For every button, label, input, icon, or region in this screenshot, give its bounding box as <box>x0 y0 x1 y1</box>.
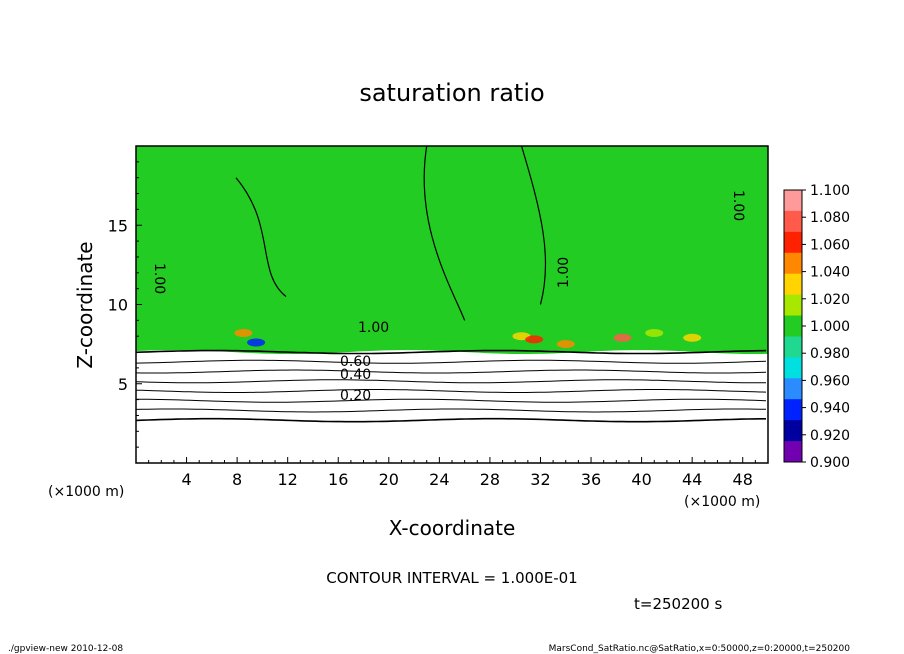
colorbar-swatch <box>784 315 802 337</box>
contour-line <box>235 177 287 298</box>
colorbar-swatch <box>784 294 802 317</box>
saturation-field <box>136 146 768 354</box>
colorbar-label: 0.960 <box>810 373 850 389</box>
contour-line <box>135 349 767 355</box>
colorbar-swatch <box>784 357 802 379</box>
x-axis-unit-left: (×1000 m) <box>48 484 124 500</box>
contour-line <box>520 145 547 305</box>
contour-label-1.00-a: 1.00 <box>151 263 167 294</box>
contour-label-0.20: 0.20 <box>340 388 371 404</box>
x-tick-label: 8 <box>232 470 242 489</box>
field-feature <box>683 333 702 342</box>
contour-line <box>135 369 767 374</box>
plot-area: 1.00 1.00 1.00 1.00 0.60 0.40 0.20 <box>135 145 769 464</box>
contour-line <box>135 417 766 423</box>
x-tick-label: 48 <box>733 470 753 489</box>
saturation-fill-region <box>136 146 768 354</box>
x-axis-title: X-coordinate <box>389 516 516 540</box>
contour-line <box>423 145 466 321</box>
colorbar-label: 0.980 <box>810 346 850 362</box>
x-tick-label: 16 <box>328 470 348 489</box>
contour-label-1.00-c: 1.00 <box>556 257 572 288</box>
colorbar-label: 1.060 <box>810 237 850 253</box>
contour-line <box>135 408 767 413</box>
contour-label-1.00-b: 1.00 <box>358 320 389 336</box>
y-tick-label: 10 <box>108 296 128 315</box>
colorbar-swatch <box>784 441 802 463</box>
field-feature <box>234 329 253 337</box>
y-axis-title: Z-coordinate <box>73 241 97 368</box>
colorbar-swatch <box>784 378 802 400</box>
contour-lines <box>135 145 767 423</box>
field-feature <box>613 333 632 342</box>
field-feature <box>525 335 544 344</box>
field-feature <box>556 340 575 349</box>
time-text: t=250200 s <box>634 595 722 613</box>
colorbar-swatch <box>784 231 802 254</box>
footer-left: ./gpview-new 2010-12-08 <box>8 644 123 654</box>
contour-line <box>135 389 767 393</box>
x-tick-label: 32 <box>530 470 550 489</box>
colorbar-label: 1.020 <box>810 292 850 308</box>
x-tick-label: 40 <box>631 470 651 489</box>
y-tick-label: 5 <box>118 375 128 394</box>
contour-line <box>135 359 767 364</box>
x-tick-label: 28 <box>480 470 500 489</box>
x-tick-label: 12 <box>278 470 298 489</box>
field-feature <box>247 338 266 347</box>
contour-interval-text: CONTOUR INTERVAL = 1.000E-01 <box>326 569 577 587</box>
colorbar-swatch <box>784 210 802 233</box>
colorbar-swatch <box>784 399 802 421</box>
colorbar-swatch <box>784 190 802 212</box>
contour-label-0.60: 0.60 <box>340 354 371 370</box>
contour-line <box>135 379 767 384</box>
contour-line <box>135 398 767 403</box>
contour-label-1.00-d: 1.00 <box>730 190 746 221</box>
x-tick-label: 24 <box>429 470 449 489</box>
colorbar-label: 1.000 <box>810 319 850 335</box>
contour-labels: 1.00 1.00 1.00 1.00 0.60 0.40 0.20 <box>151 190 746 404</box>
chart-title: saturation ratio <box>359 79 544 107</box>
x-axis-unit-right: (×1000 m) <box>684 494 760 510</box>
colorbar-label: 0.940 <box>810 401 850 417</box>
y-axis-ticks: 5 10 15 <box>108 161 142 448</box>
colorbar-swatch <box>784 420 802 442</box>
colorbar-swatch <box>784 273 802 296</box>
footer-right: MarsCond_SatRatio.nc@SatRatio,x=0:50000,… <box>549 644 851 654</box>
colorbar-swatch <box>784 252 802 275</box>
x-tick-label: 4 <box>181 470 191 489</box>
colorbar-label: 1.080 <box>810 210 850 226</box>
x-tick-label: 44 <box>682 470 702 489</box>
colorbar-labels: 1.100 1.080 1.060 1.040 1.020 1.000 0.980 0.960… <box>802 183 850 471</box>
x-tick-label: 20 <box>379 470 399 489</box>
x-tick-label: 36 <box>581 470 601 489</box>
y-tick-label: 15 <box>108 216 128 235</box>
contour-label-0.40: 0.40 <box>340 367 371 383</box>
colorbar-label: 1.100 <box>810 183 850 199</box>
colorbar-label: 0.920 <box>810 428 850 444</box>
colorbar-label: 0.900 <box>810 455 850 471</box>
x-axis-ticks: 4 8 12 16 20 24 28 32 36 40 44 48 <box>148 457 756 489</box>
colorbar-label: 1.040 <box>810 265 850 281</box>
colorbar-swatch <box>784 336 802 358</box>
colorbar <box>784 190 802 463</box>
field-feature <box>645 329 664 337</box>
